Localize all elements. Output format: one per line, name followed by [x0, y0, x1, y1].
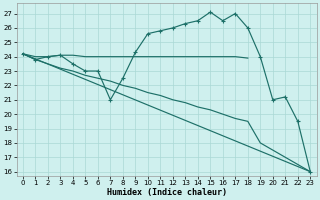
X-axis label: Humidex (Indice chaleur): Humidex (Indice chaleur) [107, 188, 227, 197]
